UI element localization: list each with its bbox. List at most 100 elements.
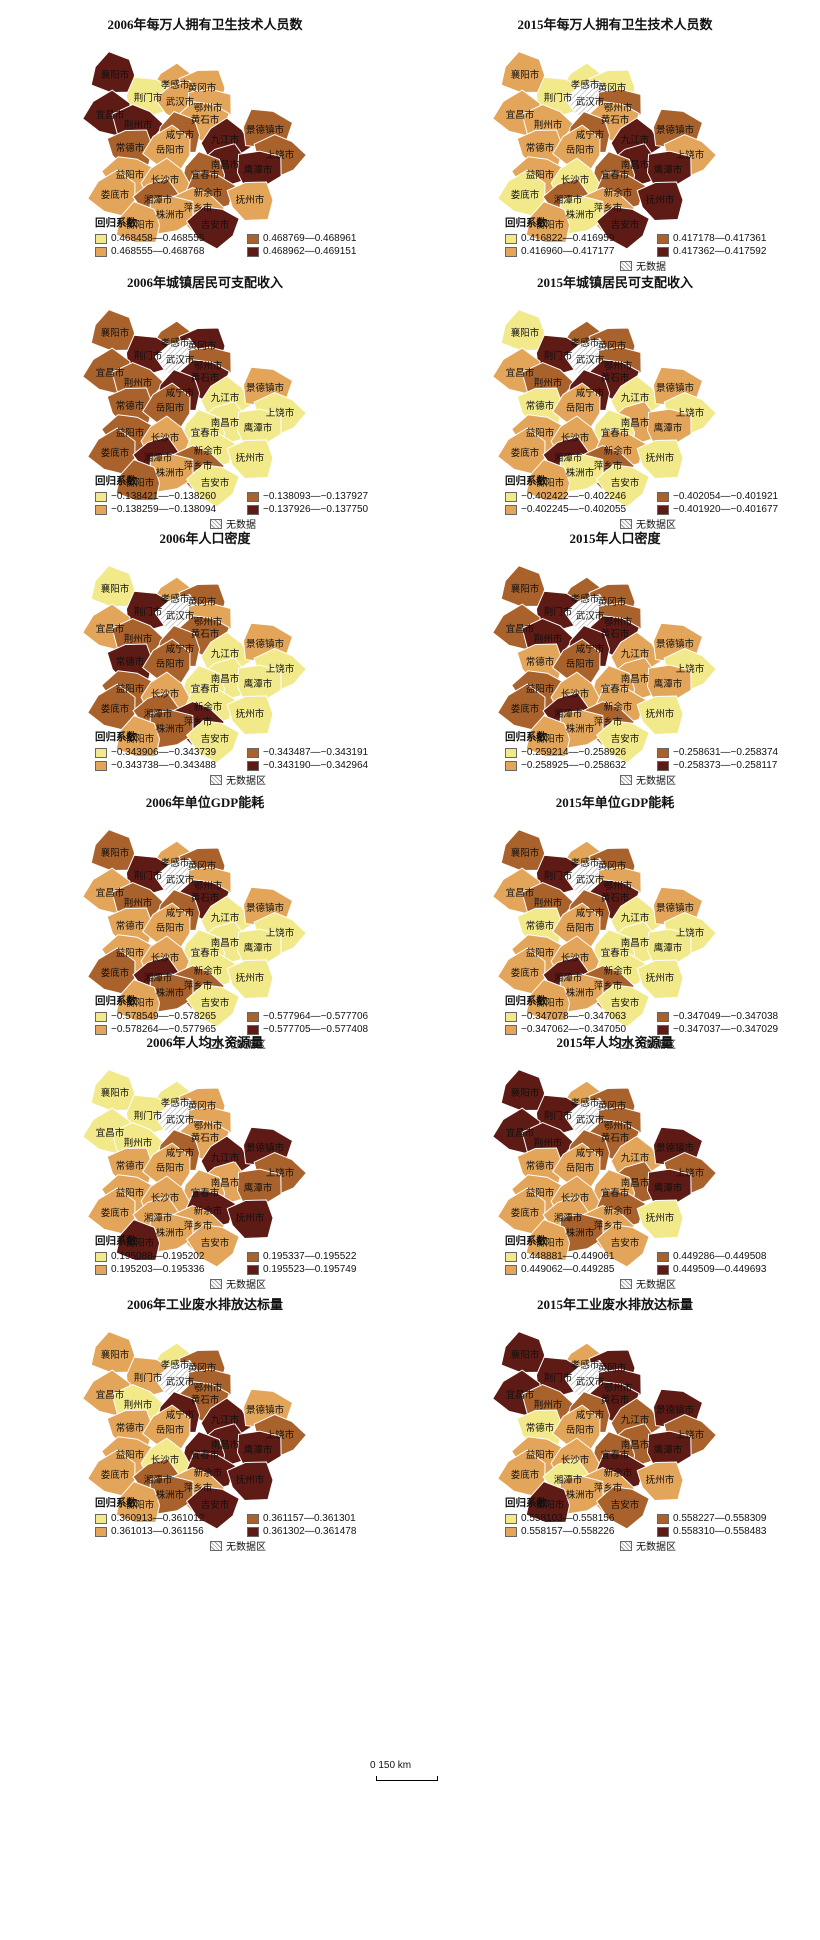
city-label: 娄底市 <box>511 967 540 979</box>
city-label: 黄石市 <box>601 1132 630 1144</box>
city-label: 南昌市 <box>211 673 240 685</box>
legend: 回归系数 0.416822—0.416959 0.417178—0.417361 0.… <box>505 215 809 273</box>
legend-swatch <box>95 491 107 502</box>
legend-item: 0.448881—0.449061 <box>505 1251 657 1262</box>
hatch-swatch <box>620 260 632 271</box>
city-label: 湘潭市 <box>144 1474 173 1486</box>
city-label: 上饶市 <box>266 1167 295 1179</box>
nodata-label: 无数据区 <box>636 1040 676 1051</box>
legend-swatch <box>505 491 517 502</box>
legend-item: −0.578264—−0.577965 <box>95 1024 247 1035</box>
city-label: 吉安市 <box>201 1237 230 1249</box>
region-21 <box>636 695 684 736</box>
city-label: 宜昌市 <box>506 1127 535 1139</box>
city-label: 宜春市 <box>191 1449 220 1461</box>
city-label: 长沙市 <box>561 1192 590 1204</box>
legend-title: 回归系数 <box>505 995 547 1007</box>
city-label: 咸宁市 <box>576 387 605 399</box>
legend-label: −0.402422—−0.402246 <box>521 491 627 502</box>
city-label: 吉安市 <box>201 477 230 489</box>
city-label: 九江市 <box>211 648 240 660</box>
legend-swatch <box>95 1513 107 1524</box>
legend-item: 0.468555—0.468768 <box>95 246 247 257</box>
city-label: 鄂州市 <box>194 1120 223 1132</box>
city-label: 景德镇市 <box>246 902 285 914</box>
legend-label: 0.558157—0.558226 <box>521 1526 615 1537</box>
city-label: 长沙市 <box>151 432 180 444</box>
legend-item: −0.347049—−0.347038 <box>657 1011 809 1022</box>
city-label: 衡阳市 <box>126 997 155 1009</box>
city-label: 益阳市 <box>116 683 145 695</box>
city-label: 襄阳市 <box>101 69 130 81</box>
legend: 回归系数 0.448881—0.449061 0.449286—0.449508 0.… <box>505 1233 809 1291</box>
city-label: 宜昌市 <box>96 887 125 899</box>
legend-swatch <box>505 233 517 244</box>
city-label: 宜昌市 <box>96 367 125 379</box>
city-label: 九江市 <box>621 1414 650 1426</box>
city-label: 武汉市 <box>576 1376 605 1388</box>
city-label: 抚州市 <box>236 708 265 720</box>
city-label: 益阳市 <box>526 1187 555 1199</box>
city-label: 鄂州市 <box>604 880 633 892</box>
legend-title: 回归系数 <box>505 475 547 487</box>
city-label: 吉安市 <box>201 219 230 231</box>
city-label: 孝感市 <box>161 1097 190 1109</box>
city-label: 襄阳市 <box>511 1349 540 1361</box>
city-label: 衡阳市 <box>536 1237 565 1249</box>
city-label: 长沙市 <box>561 688 590 700</box>
region-26 <box>595 464 650 508</box>
city-label: 岳阳市 <box>566 144 595 156</box>
legend-swatch <box>505 1011 517 1022</box>
city-label: 上饶市 <box>266 407 295 419</box>
city-label: 新余市 <box>194 445 223 457</box>
city-label: 益阳市 <box>116 1187 145 1199</box>
region-26 <box>595 1224 650 1268</box>
legend-item: −0.402422—−0.402246 <box>505 491 657 502</box>
city-label: 益阳市 <box>116 1449 145 1461</box>
city-label: 上饶市 <box>676 1167 705 1179</box>
city-label: 萍乡市 <box>594 1482 623 1494</box>
city-label: 衡阳市 <box>126 733 155 745</box>
legend: 回归系数 −0.402422—−0.402246 −0.402054—−0.4019… <box>505 473 809 531</box>
legend-item: −0.347078—−0.347063 <box>505 1011 657 1022</box>
city-label: 抚州市 <box>236 972 265 984</box>
legend-swatch <box>505 760 517 771</box>
city-label: 新余市 <box>194 701 223 713</box>
city-label: 武汉市 <box>166 1114 195 1126</box>
region-27 <box>525 201 571 244</box>
city-label: 孝感市 <box>571 337 600 349</box>
city-label: 长沙市 <box>151 174 180 186</box>
city-label: 鄂州市 <box>194 880 223 892</box>
city-label: 宜昌市 <box>96 109 125 121</box>
legend-item: −0.402054—−0.401921 <box>657 491 809 502</box>
legend-label: 0.449509—0.449693 <box>673 1264 767 1275</box>
legend-item: 0.361013—0.361156 <box>95 1526 247 1537</box>
nodata-label: 无数据区 <box>636 1542 676 1553</box>
legend-swatch <box>95 1264 107 1275</box>
legend-swatch <box>657 504 669 515</box>
city-label: 荆门市 <box>134 92 163 104</box>
city-label: 襄阳市 <box>101 1349 130 1361</box>
city-label: 上饶市 <box>266 927 295 939</box>
city-label: 荆州市 <box>124 897 153 909</box>
city-label: 景德镇市 <box>656 1404 695 1416</box>
city-label: 宜春市 <box>601 427 630 439</box>
city-label: 上饶市 <box>676 927 705 939</box>
legend-item: 0.449286—0.449508 <box>657 1251 809 1262</box>
map-panel: 2015年人均水资源量 襄阳市 孝感市 荆门市 黄冈市 宜昌市 武汉市 荆州市 鄂州市 黄石市 咸宁… <box>410 1018 820 1340</box>
legend-nodata: 无数据区 <box>210 1276 399 1291</box>
city-label: 株洲市 <box>566 987 595 999</box>
legend-swatch <box>505 246 517 257</box>
city-label: 荆州市 <box>124 377 153 389</box>
region-21 <box>226 439 274 480</box>
legend: 回归系数 0.468458—0.468555 0.468769—0.468961 0.… <box>95 215 399 258</box>
legend-title: 回归系数 <box>95 1497 137 1509</box>
city-label: 南昌市 <box>621 159 650 171</box>
city-label: 湘潭市 <box>144 708 173 720</box>
legend-swatch <box>95 1024 107 1035</box>
city-label: 黄冈市 <box>188 1362 217 1374</box>
city-label: 娄底市 <box>511 1207 540 1219</box>
